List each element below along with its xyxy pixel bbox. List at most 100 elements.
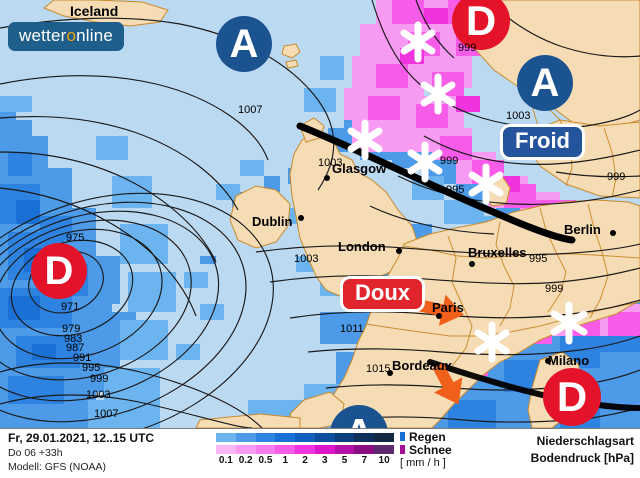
forecast-run: Do 06 +33h (8, 447, 63, 459)
snow-color-step (314, 445, 335, 454)
city-label: Dublin (252, 214, 293, 229)
forecast-model: Modell: GFS (NOAA) (8, 461, 107, 473)
rain-colorbar (216, 433, 395, 442)
isobar-label: 987 (66, 342, 85, 354)
colorscale-tick: 10 (378, 455, 390, 466)
city-dot (545, 358, 551, 364)
city-dot (610, 230, 616, 236)
city-dot (436, 313, 442, 319)
forecast-metadata: Fr, 29.01.2021, 12..15 UTC Do 06 +33h Mo… (8, 431, 154, 473)
city-label: Paris (432, 300, 464, 315)
isobar-label: 999 (90, 373, 109, 385)
isobar-label: 995 (82, 362, 101, 374)
isobar-label: 971 (61, 301, 80, 313)
colorscale-tick: 3 (321, 455, 328, 466)
isobar-label: 1003 (506, 110, 531, 122)
city-label: Bordeaux (392, 358, 452, 373)
city-label: Berlin (564, 222, 601, 237)
colorscale-tick-labels: 0.1 0.2 0.5 1 2 3 5 7 10 (216, 455, 394, 468)
isobar-label: 1011 (340, 323, 364, 335)
snow-color-step (354, 445, 375, 454)
legend-row-unit: [ mm / h ] (400, 457, 452, 469)
rain-swatch-icon (400, 432, 405, 441)
isobar-label: 975 (66, 232, 85, 244)
airmass-label-warm[interactable]: Doux (340, 276, 425, 312)
precip-type-label: Niederschlagsart (536, 434, 634, 448)
rain-color-step (235, 433, 256, 442)
pressure-system-low-atlantic[interactable]: D (31, 243, 87, 299)
city-label: Milano (548, 353, 590, 368)
pressure-system-low-mediterranean[interactable]: D (543, 368, 601, 426)
snow-legend-label: Schnee (409, 442, 452, 457)
city-dot (396, 248, 402, 254)
rain-color-step (295, 433, 315, 442)
colorscale-tick: 5 (341, 455, 348, 466)
wind-flow-arrows (419, 294, 464, 405)
rain-color-step (334, 433, 355, 442)
rain-legend-label: Regen (409, 429, 446, 444)
isobar-label: 983 (64, 333, 83, 345)
snow-color-step (295, 445, 315, 454)
isobar-label: 1007 (94, 408, 119, 420)
rain-color-step (314, 433, 335, 442)
city-label: Glasgow (332, 161, 387, 176)
rain-color-step (275, 433, 296, 442)
colorscale-tick: 0.1 (218, 455, 233, 466)
isobar-label: 1003 (86, 389, 111, 401)
isobar-label: 991 (73, 352, 92, 364)
city-dot (387, 370, 393, 376)
isobar-lines (0, 0, 640, 428)
isobar-label: 1007 (238, 104, 263, 116)
footer-legend-bar: Fr, 29.01.2021, 12..15 UTC Do 06 +33h Mo… (0, 428, 640, 478)
pressure-system-high-iceland[interactable]: A (216, 16, 272, 72)
pressure-symbol-letter: D (465, 0, 497, 44)
city-dot (298, 215, 304, 221)
isobar-label: 1003 (294, 253, 319, 265)
airmass-label-text: Doux (355, 280, 410, 305)
rain-color-step (374, 433, 395, 442)
isobar-label: 995 (529, 253, 548, 265)
colorscale-tick: 7 (361, 455, 368, 466)
rain-color-step (354, 433, 375, 442)
wetteronline-logo[interactable]: wetteronline (8, 22, 125, 51)
snow-color-step (374, 445, 395, 454)
pressure-system-low-north[interactable]: D (452, 0, 510, 50)
snow-color-step (235, 445, 256, 454)
city-label: London (338, 239, 386, 254)
isobar-label: 979 (62, 323, 81, 335)
legend-row-rain: Regen (400, 429, 452, 444)
snow-color-step (334, 445, 355, 454)
isobar-label: 999 (440, 155, 459, 167)
isobar-label: 999 (607, 171, 626, 183)
colorscale-tick: 1 (282, 455, 288, 466)
weather-map[interactable]: wetteronline Iceland A (0, 0, 640, 428)
logo-accent-letter: o (66, 26, 77, 45)
snow-colorbar (216, 445, 395, 454)
pressure-symbol-letter: A (530, 61, 560, 105)
isobar-label: 1015 (366, 363, 391, 375)
city-dot (324, 175, 330, 181)
snow-color-step (216, 445, 236, 454)
isobar-label: 995 (446, 184, 465, 196)
city-dot (469, 261, 475, 267)
city-label: Bruxelles (468, 245, 527, 260)
surface-pressure-label: Bodendruck [hPa] (530, 451, 634, 466)
pressure-symbol-letter: A (229, 22, 259, 66)
rain-color-step (255, 433, 276, 442)
pressure-system-high-scandinavia[interactable]: A (517, 55, 573, 111)
pressure-system-high-iberia[interactable]: A (330, 405, 388, 428)
colorscale-tick: 0.2 (238, 455, 253, 466)
airmass-label-cold[interactable]: Froid (500, 124, 585, 160)
pressure-symbol-letter: D (556, 373, 588, 420)
airmass-label-text: Froid (515, 128, 570, 153)
pressure-symbol-letter: D (44, 249, 74, 293)
footer-divider (0, 428, 640, 429)
pressure-symbol-letter: A (344, 413, 374, 429)
legend-series-labels: Regen Schnee [ mm / h ] (400, 429, 452, 470)
snow-color-step (255, 445, 276, 454)
isobar-label: 1003 (318, 157, 343, 169)
colorscale-tick: 2 (302, 455, 308, 466)
precipitation-colorscale: 0.1 0.2 0.5 1 2 3 5 7 10 (216, 433, 395, 468)
chart-type-labels: Niederschlagsart Bodendruck [hPa] (531, 433, 634, 468)
